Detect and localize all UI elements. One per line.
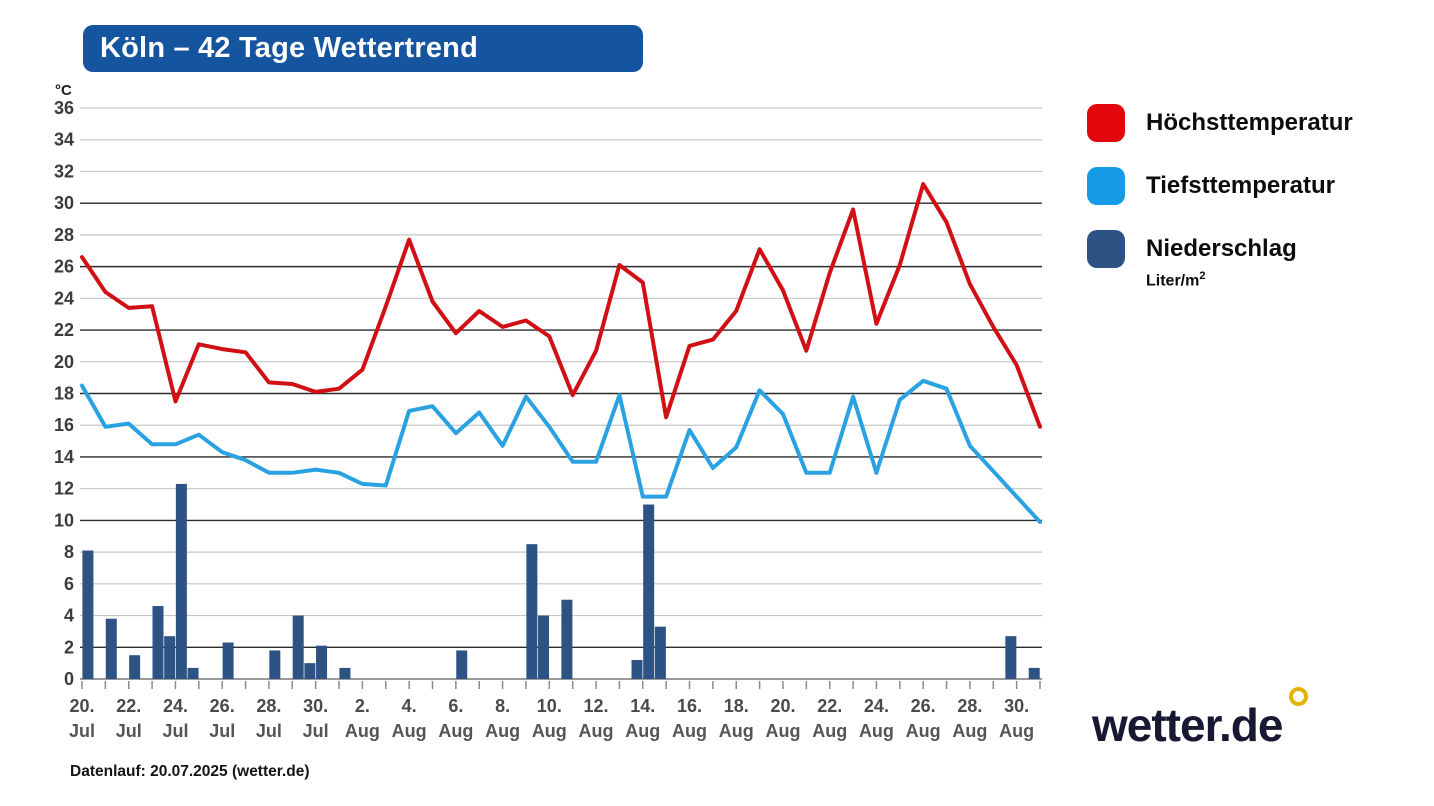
svg-text:34: 34 <box>54 130 74 150</box>
svg-text:Aug: Aug <box>999 721 1034 741</box>
svg-text:14.: 14. <box>630 696 655 716</box>
legend-unit-precipitation: Liter/m2 <box>1146 270 1206 290</box>
legend-label-precipitation: Niederschlag <box>1146 235 1297 262</box>
svg-text:0: 0 <box>64 669 74 689</box>
svg-text:26.: 26. <box>911 696 936 716</box>
page-title-badge: Köln – 42 Tage Wettertrend <box>83 25 643 72</box>
svg-text:28.: 28. <box>256 696 281 716</box>
svg-text:20.: 20. <box>69 696 94 716</box>
svg-text:12.: 12. <box>584 696 609 716</box>
data-run-footer: Datenlauf: 20.07.2025 (wetter.de) <box>70 763 310 780</box>
svg-text:24.: 24. <box>163 696 188 716</box>
min-temp-swatch-icon <box>1087 167 1125 205</box>
svg-text:4: 4 <box>64 606 74 626</box>
svg-text:36: 36 <box>54 98 74 118</box>
y-axis-unit-label: °C <box>55 82 72 99</box>
svg-text:28.: 28. <box>957 696 982 716</box>
svg-text:6: 6 <box>64 574 74 594</box>
chart-legend: Höchsttemperatur Tiefsttemperatur Nieder… <box>1087 104 1353 290</box>
svg-text:Aug: Aug <box>719 721 754 741</box>
svg-text:Aug: Aug <box>392 721 427 741</box>
svg-text:14: 14 <box>54 447 74 467</box>
svg-text:Aug: Aug <box>765 721 800 741</box>
svg-text:Jul: Jul <box>69 721 95 741</box>
svg-text:18: 18 <box>54 384 74 404</box>
svg-text:22.: 22. <box>116 696 141 716</box>
chart-area: 02468101214161820222426283032343620.Jul2… <box>54 98 1042 741</box>
svg-text:32: 32 <box>54 161 74 181</box>
svg-text:28: 28 <box>54 225 74 245</box>
svg-text:10: 10 <box>54 510 74 530</box>
svg-text:2.: 2. <box>355 696 370 716</box>
legend-item-precipitation: Niederschlag Liter/m2 <box>1087 230 1353 290</box>
svg-text:22: 22 <box>54 320 74 340</box>
legend-label-min-temp: Tiefsttemperatur <box>1146 172 1335 199</box>
svg-text:8.: 8. <box>495 696 510 716</box>
legend-item-min-temp: Tiefsttemperatur <box>1087 167 1353 205</box>
svg-text:Aug: Aug <box>579 721 614 741</box>
svg-text:24.: 24. <box>864 696 889 716</box>
svg-text:Aug: Aug <box>952 721 987 741</box>
svg-text:Aug: Aug <box>672 721 707 741</box>
svg-text:2: 2 <box>64 637 74 657</box>
svg-text:8: 8 <box>64 542 74 562</box>
svg-text:20: 20 <box>54 352 74 372</box>
svg-text:Jul: Jul <box>162 721 188 741</box>
svg-text:26: 26 <box>54 257 74 277</box>
svg-text:18.: 18. <box>724 696 749 716</box>
logo-degree-ring-icon <box>1289 687 1308 706</box>
svg-text:30: 30 <box>54 193 74 213</box>
wetter-de-logo-text: wetter.de <box>1092 699 1283 751</box>
svg-text:Aug: Aug <box>345 721 380 741</box>
wetter-de-logo: wetter.de <box>1092 686 1308 756</box>
svg-text:Aug: Aug <box>438 721 473 741</box>
svg-text:6.: 6. <box>448 696 463 716</box>
svg-text:Aug: Aug <box>906 721 941 741</box>
svg-text:Jul: Jul <box>209 721 235 741</box>
legend-item-max-temp: Höchsttemperatur <box>1087 104 1353 142</box>
precipitation-swatch-icon <box>1087 230 1125 268</box>
svg-text:30.: 30. <box>303 696 328 716</box>
svg-text:Jul: Jul <box>256 721 282 741</box>
svg-text:Aug: Aug <box>485 721 520 741</box>
svg-text:24: 24 <box>54 288 74 308</box>
svg-text:4.: 4. <box>402 696 417 716</box>
legend-label-max-temp: Höchsttemperatur <box>1146 109 1353 136</box>
svg-text:Aug: Aug <box>625 721 660 741</box>
svg-text:26.: 26. <box>210 696 235 716</box>
svg-text:22.: 22. <box>817 696 842 716</box>
svg-text:12: 12 <box>54 479 74 499</box>
page-title: Köln – 42 Tage Wettertrend <box>100 32 478 64</box>
svg-text:Aug: Aug <box>812 721 847 741</box>
svg-text:20.: 20. <box>770 696 795 716</box>
svg-text:Aug: Aug <box>859 721 894 741</box>
svg-text:Jul: Jul <box>303 721 329 741</box>
max-temp-swatch-icon <box>1087 104 1125 142</box>
svg-text:Aug: Aug <box>532 721 567 741</box>
svg-text:Jul: Jul <box>116 721 142 741</box>
svg-text:30.: 30. <box>1004 696 1029 716</box>
svg-text:10.: 10. <box>537 696 562 716</box>
svg-text:16: 16 <box>54 415 74 435</box>
svg-text:16.: 16. <box>677 696 702 716</box>
